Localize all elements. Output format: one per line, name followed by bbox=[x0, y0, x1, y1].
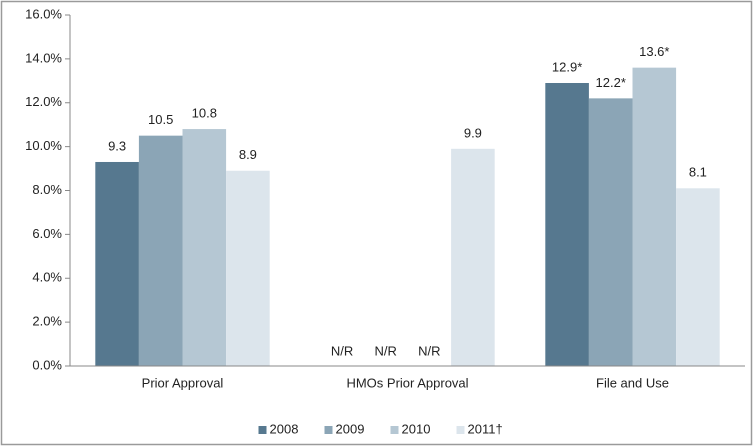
bar bbox=[95, 161, 139, 366]
value-label: 8.1 bbox=[689, 165, 707, 180]
y-tick-label: 12.0% bbox=[25, 94, 62, 109]
x-tick-label: HMOs Prior Approval bbox=[346, 375, 468, 390]
value-label: 10.8 bbox=[192, 106, 217, 121]
value-label: 10.5 bbox=[148, 112, 173, 127]
x-tick-label: Prior Approval bbox=[142, 375, 224, 390]
value-label: 12.2* bbox=[596, 75, 626, 90]
y-tick-label: 16.0% bbox=[25, 6, 62, 21]
legend-label: 2008 bbox=[270, 421, 299, 436]
value-label: N/R bbox=[418, 343, 440, 358]
bar bbox=[226, 170, 270, 366]
bar bbox=[588, 98, 633, 367]
bar bbox=[138, 135, 183, 366]
bar bbox=[676, 188, 720, 366]
bar bbox=[632, 67, 677, 367]
value-label: N/R bbox=[331, 343, 353, 358]
value-label: 12.9* bbox=[552, 59, 582, 74]
value-label: 9.9 bbox=[464, 125, 482, 140]
y-tick-label: 2.0% bbox=[32, 314, 62, 329]
value-label: N/R bbox=[375, 343, 397, 358]
y-tick-label: 6.0% bbox=[32, 226, 62, 241]
legend-swatch bbox=[258, 426, 267, 434]
y-tick-label: 10.0% bbox=[25, 138, 62, 153]
value-label: 9.3 bbox=[108, 138, 126, 153]
y-tick-label: 0.0% bbox=[32, 357, 62, 372]
legend-swatch bbox=[456, 426, 465, 434]
bar bbox=[451, 148, 495, 366]
value-label: 13.6* bbox=[639, 44, 669, 59]
legend-label: 2011† bbox=[468, 421, 503, 436]
legend-label: 2010 bbox=[402, 421, 431, 436]
legend-swatch bbox=[390, 426, 399, 434]
y-tick-label: 14.0% bbox=[25, 50, 62, 65]
x-tick-label: File and Use bbox=[596, 375, 669, 390]
value-label: 8.9 bbox=[239, 147, 257, 162]
legend-label: 2009 bbox=[336, 421, 365, 436]
y-tick-label: 4.0% bbox=[32, 270, 62, 285]
y-tick-label: 8.0% bbox=[32, 182, 62, 197]
legend-swatch bbox=[324, 426, 333, 434]
bar bbox=[182, 129, 227, 366]
bar bbox=[545, 83, 589, 366]
